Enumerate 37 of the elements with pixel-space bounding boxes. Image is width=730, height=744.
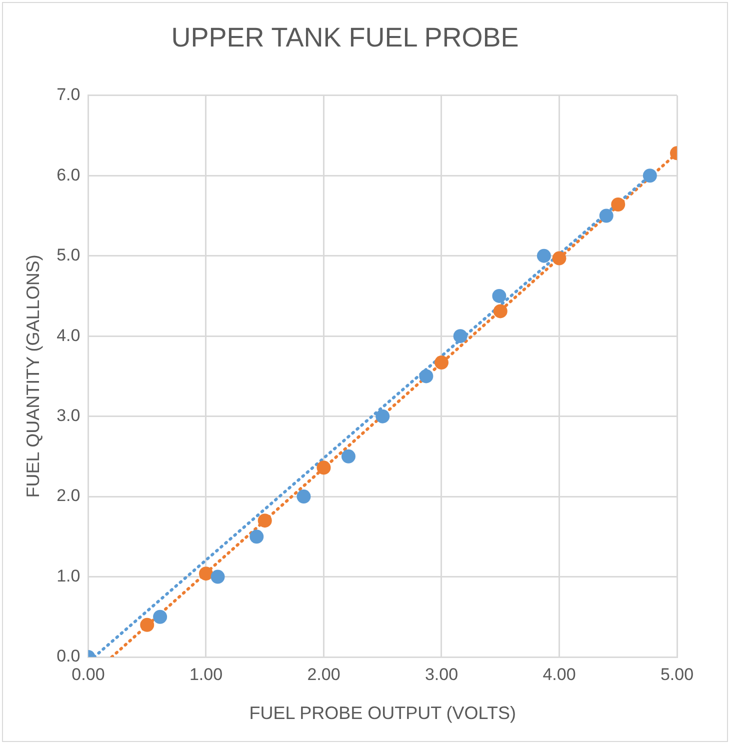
point: [316, 460, 331, 475]
point: [153, 610, 168, 624]
y-tick-label: 3.0: [56, 406, 80, 425]
point: [453, 329, 468, 344]
point: [552, 251, 566, 266]
point: [376, 409, 390, 424]
point: [419, 369, 434, 384]
point: [341, 449, 356, 464]
point: [611, 198, 626, 212]
x-tick-label: 0.00: [72, 664, 105, 684]
chart-title: UPPER TANK FUEL PROBE: [171, 22, 519, 53]
x-tick-label: 3.00: [424, 664, 458, 684]
point: [434, 356, 448, 370]
y-tick-label: 6.0: [56, 165, 80, 184]
point: [258, 514, 272, 528]
x-tick-label: 4.00: [542, 664, 576, 684]
point: [642, 168, 657, 183]
x-tick-label: 5.00: [660, 664, 694, 684]
point: [599, 208, 614, 223]
x-tick-label: 2.00: [307, 664, 340, 684]
y-tick-label: 4.0: [56, 326, 80, 345]
point: [296, 490, 311, 504]
point: [250, 530, 264, 544]
x-tick-label: 1.00: [189, 664, 223, 684]
x-axis-title: FUEL PROBE OUTPUT (VOLTS): [249, 703, 516, 724]
point: [198, 566, 213, 581]
y-tick-label: 2.0: [56, 486, 80, 506]
point: [210, 570, 225, 584]
y-tick-label: 0.0: [56, 646, 80, 666]
y-tick-label: 7.0: [56, 85, 80, 104]
point: [140, 618, 154, 632]
y-tick-label: 1.0: [56, 566, 80, 586]
point: [492, 288, 506, 303]
point: [536, 248, 551, 263]
point: [493, 304, 508, 318]
y-axis-title: FUEL QUANTITY (GALLONS): [22, 254, 43, 498]
y-tick-label: 5.0: [56, 246, 80, 265]
